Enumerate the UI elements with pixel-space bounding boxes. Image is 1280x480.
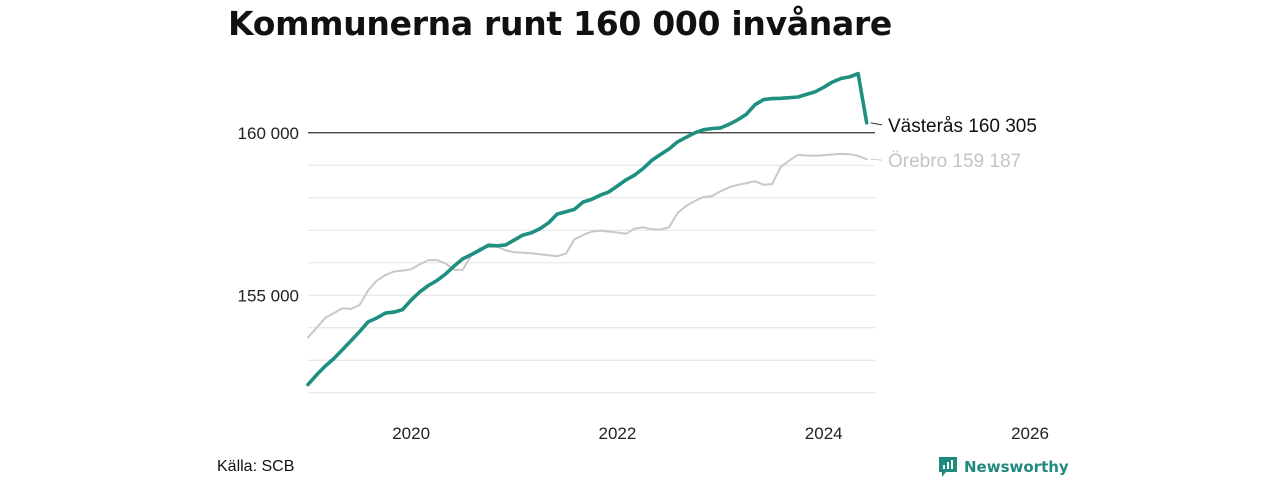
series-line-v-ster-s bbox=[306, 71, 869, 387]
series-end-label--rebro: Örebro 159 187 bbox=[888, 151, 1021, 172]
series-lines bbox=[306, 71, 869, 387]
brand-logo: Newsworthy bbox=[938, 456, 1069, 478]
series-end-label-v-ster-s: Västerås 160 305 bbox=[888, 116, 1037, 137]
chart-title: Kommunerna runt 160 000 invånare bbox=[228, 4, 892, 43]
y-tick-label-0: 155 000 bbox=[238, 286, 299, 305]
y-tick-label-1: 160 000 bbox=[238, 124, 299, 143]
gridlines bbox=[308, 132, 875, 394]
source-note: Källa: SCB bbox=[217, 458, 295, 475]
end-label-connector--rebro bbox=[870, 158, 883, 161]
brand-name: Newsworthy bbox=[964, 458, 1069, 476]
x-tick-label-3: 2026 bbox=[1011, 424, 1049, 443]
series-end-labels: Örebro 159 187 Västerås 160 305 bbox=[870, 116, 1037, 172]
newsworthy-logo-icon bbox=[939, 457, 957, 477]
x-tick-label-1: 2022 bbox=[599, 424, 637, 443]
x-tick-label-0: 2020 bbox=[392, 424, 430, 443]
end-label-connector-v-ster-s bbox=[870, 122, 883, 126]
axes: 155 000 160 000 2020 2022 2024 2026 bbox=[238, 124, 1049, 443]
x-tick-label-2: 2024 bbox=[805, 424, 843, 443]
series-line--rebro bbox=[307, 152, 868, 339]
